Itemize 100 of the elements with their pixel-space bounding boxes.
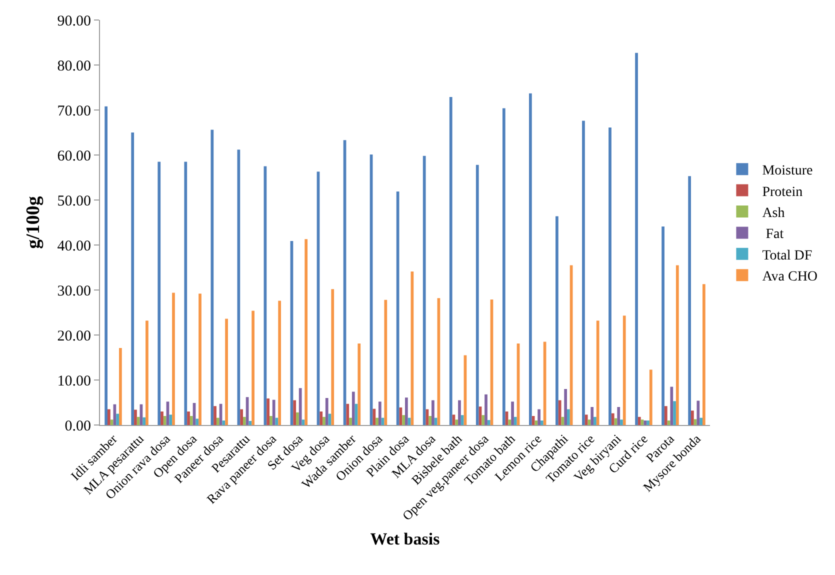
bar — [278, 300, 282, 425]
bar — [664, 406, 668, 425]
y-tick-label: 10.00 — [57, 373, 91, 390]
bar — [252, 310, 254, 425]
bar — [673, 401, 676, 425]
bar — [198, 294, 202, 425]
bar — [216, 418, 220, 425]
y-tick-label: 50.00 — [57, 193, 91, 210]
bar — [184, 162, 188, 425]
bar — [136, 416, 140, 425]
bar — [131, 132, 134, 425]
bar — [358, 344, 361, 425]
bar — [620, 420, 623, 425]
bar — [455, 420, 458, 425]
bar — [190, 416, 193, 425]
bar — [538, 409, 540, 425]
bar — [670, 386, 674, 425]
bar — [196, 418, 199, 425]
legend-label: Protein — [762, 184, 803, 200]
bar — [528, 93, 532, 425]
bar — [270, 416, 272, 425]
bar — [502, 108, 506, 425]
y-tick-label: 30.00 — [57, 283, 91, 300]
bar — [458, 400, 461, 425]
bar — [187, 412, 190, 425]
bar — [596, 320, 600, 425]
bar — [570, 265, 573, 425]
bar — [511, 402, 514, 425]
bar — [556, 216, 558, 425]
bar — [110, 420, 114, 425]
bar — [331, 289, 334, 425]
bar — [700, 418, 702, 425]
legend-label: Moisture — [762, 164, 813, 179]
bar — [584, 414, 588, 425]
y-tick-label: 20.00 — [57, 328, 91, 344]
bar — [694, 419, 697, 425]
bar — [163, 416, 166, 425]
bar — [248, 420, 252, 425]
bar — [434, 418, 438, 425]
bar — [378, 402, 382, 425]
bar — [169, 414, 172, 425]
bar — [376, 418, 378, 425]
bar — [558, 400, 562, 425]
bar — [402, 415, 405, 425]
bar — [422, 156, 426, 425]
bar — [649, 370, 652, 425]
bar — [320, 412, 323, 425]
bar — [611, 413, 614, 425]
bar — [142, 417, 146, 425]
bar — [460, 415, 464, 425]
bar — [487, 420, 490, 425]
y-tick-label: 70.00 — [57, 103, 91, 120]
bar — [428, 416, 432, 425]
bar — [108, 409, 110, 425]
bar — [594, 416, 596, 425]
bar — [405, 398, 408, 425]
bar — [622, 316, 626, 425]
bar — [352, 392, 355, 425]
bar — [564, 389, 567, 425]
bar — [325, 398, 328, 425]
x-axis-title: Wet basis — [370, 530, 440, 549]
bar — [210, 130, 214, 425]
y-axis-title: g/100g — [23, 196, 44, 249]
bar — [119, 348, 122, 425]
bar — [676, 265, 679, 425]
bar — [408, 418, 411, 425]
bar — [449, 96, 452, 425]
y-tick-label: 40.00 — [57, 238, 91, 254]
bar — [104, 106, 108, 425]
bar — [702, 284, 706, 425]
bar — [266, 398, 270, 425]
bar — [582, 120, 585, 425]
bar — [146, 320, 148, 425]
bar — [349, 418, 352, 425]
bar — [214, 406, 216, 425]
bar — [158, 162, 161, 425]
bar — [225, 318, 228, 425]
y-tick-label: 90.00 — [57, 13, 91, 30]
bar — [690, 410, 694, 425]
bar — [696, 400, 700, 425]
bar — [384, 300, 388, 425]
bar — [662, 226, 664, 425]
legend-label: Total DF — [762, 248, 812, 264]
legend-label: Fat — [762, 227, 784, 242]
bar — [372, 408, 376, 425]
bar — [514, 416, 517, 425]
bar — [688, 176, 691, 425]
bar — [567, 409, 570, 425]
y-tick-label: 80.00 — [57, 58, 91, 74]
bar — [346, 404, 350, 425]
bar — [240, 409, 243, 425]
bar — [534, 420, 538, 425]
bar — [617, 407, 620, 425]
bar — [304, 239, 308, 425]
bar — [396, 191, 400, 425]
legend-label: Ash — [762, 206, 785, 221]
bar — [322, 416, 326, 425]
bar — [293, 400, 296, 425]
bar — [222, 420, 226, 425]
bar — [590, 407, 594, 425]
